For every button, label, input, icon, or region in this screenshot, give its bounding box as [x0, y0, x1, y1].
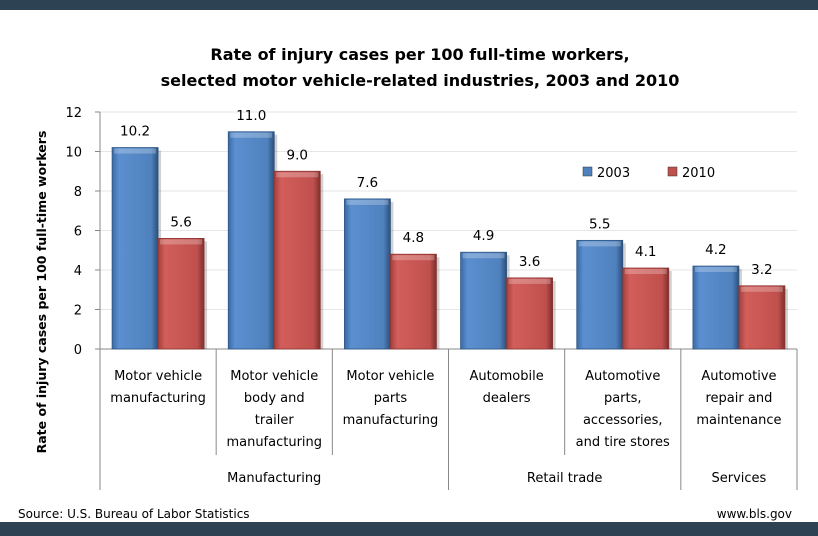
legend-label: 2010: [682, 166, 715, 181]
category-label: and tire stores: [576, 435, 670, 450]
data-label: 9.0: [287, 147, 308, 163]
top-band: [0, 0, 818, 10]
category-label: Automobile: [469, 369, 543, 384]
bar-2003: [576, 239, 624, 350]
category-label: parts: [374, 391, 408, 406]
y-axis-label: Rate of injury cases per 100 full-time w…: [34, 131, 49, 454]
data-label: 5.5: [589, 216, 610, 232]
category-label: Motor vehicle: [114, 369, 202, 384]
data-label: 3.6: [519, 254, 540, 270]
bar-2010: [506, 277, 553, 350]
bar-2010: [390, 253, 437, 350]
legend-swatch-2003: [582, 166, 593, 177]
category-label: manufacturing: [110, 391, 206, 406]
category-label: manufacturing: [343, 413, 439, 428]
category-label: Automotive: [701, 369, 776, 384]
bar-bevel: [114, 148, 157, 154]
category-label: dealers: [483, 391, 531, 406]
source-text: Source: U.S. Bureau of Labor Statistics: [18, 507, 250, 521]
data-label: 3.2: [751, 262, 772, 278]
data-label: 5.6: [170, 214, 191, 230]
bar-bevel: [578, 241, 621, 247]
bar-bevel: [694, 267, 737, 273]
category-label: accessories,: [583, 413, 663, 428]
data-label: 11.0: [236, 108, 266, 124]
y-tick-label: 0: [74, 343, 82, 358]
bar-bevel: [276, 172, 319, 178]
bar-2010: [273, 170, 321, 350]
category-label: Motor vehicle: [346, 369, 434, 384]
data-label: 4.2: [705, 242, 726, 258]
group-label: Manufacturing: [227, 471, 321, 486]
data-label: 7.6: [357, 175, 378, 191]
bar-bevel: [346, 199, 389, 205]
y-tick-label: 10: [65, 146, 82, 161]
bar-bevel: [160, 239, 203, 245]
group-label: Retail trade: [527, 471, 603, 486]
y-tick-label: 4: [74, 264, 82, 279]
bar-2003: [227, 131, 275, 350]
bar-2010: [622, 267, 670, 350]
bar-2003: [111, 147, 159, 350]
bar-bevel: [392, 255, 435, 261]
category-label: body and: [244, 391, 305, 406]
bottom-band: [0, 522, 818, 536]
y-tick-label: 8: [74, 185, 82, 200]
y-tick-label: 12: [65, 106, 82, 121]
y-tick-label: 6: [74, 225, 82, 240]
bar-bevel: [508, 278, 551, 284]
bar-2003: [460, 251, 507, 350]
bar-2003: [692, 265, 740, 350]
bar-bevel: [740, 286, 783, 292]
bar-bevel: [462, 253, 505, 259]
category-label: Automotive: [585, 369, 660, 384]
chart-title-line-2: selected motor vehicle-related industrie…: [161, 71, 680, 90]
bar-2010: [157, 237, 205, 350]
bar-bevel: [230, 132, 273, 138]
data-label: 4.1: [635, 244, 656, 260]
category-label: manufacturing: [226, 435, 322, 450]
data-label: 4.9: [473, 228, 494, 244]
category-label: maintenance: [696, 413, 781, 428]
category-label: Motor vehicle: [230, 369, 318, 384]
legend-swatch-2010: [667, 166, 678, 177]
chart-title-line-1: Rate of injury cases per 100 full-time w…: [210, 45, 629, 64]
bar-2010: [738, 285, 786, 350]
category-label: repair and: [706, 391, 773, 406]
bar-2003: [344, 198, 391, 350]
category-label: parts,: [604, 391, 642, 406]
data-label: 4.8: [403, 230, 424, 246]
group-label: Services: [712, 471, 767, 486]
site-text: www.bls.gov: [717, 507, 792, 521]
bar-bevel: [624, 269, 667, 275]
legend-label: 2003: [597, 166, 630, 181]
data-label: 10.2: [120, 124, 150, 140]
category-label: trailer: [255, 413, 295, 428]
y-tick-label: 2: [74, 304, 82, 319]
